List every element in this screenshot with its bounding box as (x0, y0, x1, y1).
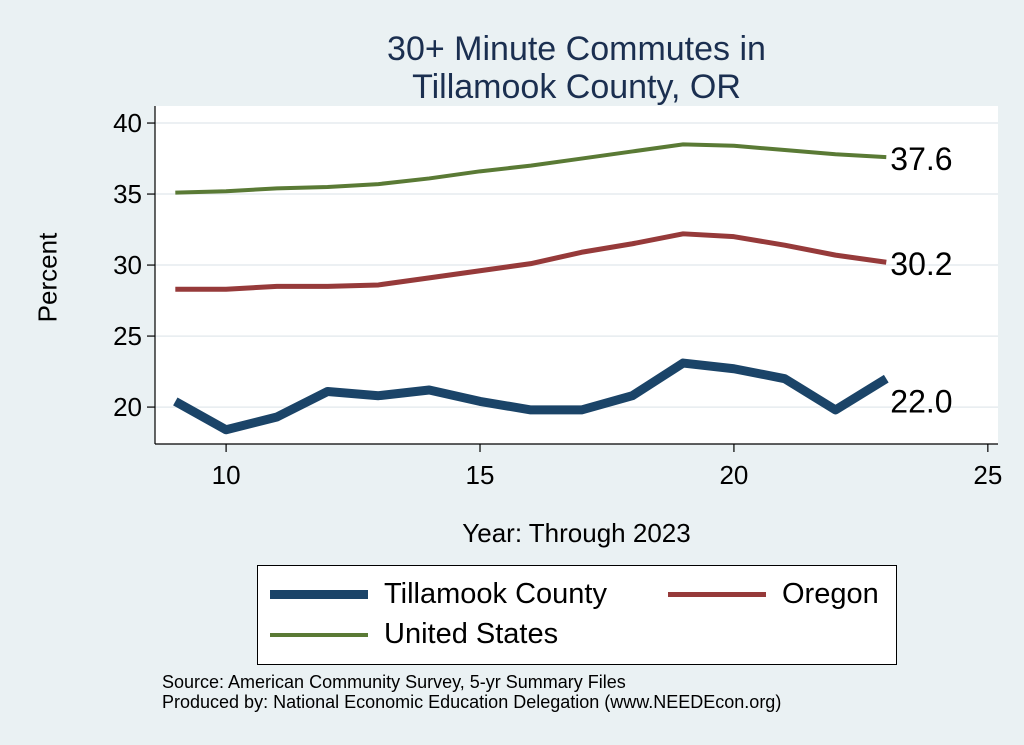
legend-label-oregon: Oregon (782, 578, 879, 610)
plot-area (155, 106, 998, 444)
end-label-united-states: 37.6 (890, 141, 952, 177)
legend-swatch-tillamook (270, 590, 368, 599)
source-line1: Source: American Community Survey, 5-yr … (162, 672, 626, 692)
y-tick-label-30: 30 (113, 250, 142, 280)
gridlines (155, 122, 998, 408)
source-line2: Produced by: National Economic Education… (162, 692, 782, 712)
chart-title-line1: 30+ Minute Commutes in (387, 30, 766, 68)
legend-swatch-us (270, 632, 368, 637)
y-tick-label-20: 20 (113, 392, 142, 422)
legend-item-tillamook: Tillamook County (270, 578, 607, 611)
y-tick-label-25: 25 (113, 321, 142, 351)
x-tick-label-20: 20 (719, 460, 748, 490)
x-axis-label: Year: Through 2023 (462, 518, 691, 548)
y-axis-label: Percent (32, 232, 63, 323)
series-line-united-states (175, 142, 887, 195)
source-note: Source: American Community Survey, 5-yr … (162, 672, 781, 712)
legend: Tillamook County Oregon United States (257, 565, 897, 665)
y-tick-label-35: 35 (113, 179, 142, 209)
y-tick-label-40: 40 (113, 108, 142, 138)
axes: 20 25 30 35 40 10 15 20 25 (113, 106, 1002, 490)
legend-label-tillamook: Tillamook County (384, 578, 607, 610)
x-tick-label-25: 25 (973, 460, 1002, 490)
series-lines (173, 142, 889, 435)
chart-title-line2: Tillamook County, OR (412, 68, 741, 106)
x-tick-label-15: 15 (466, 460, 495, 490)
legend-swatch-oregon (668, 592, 766, 597)
end-label-oregon: 30.2 (890, 246, 952, 282)
series-line-tillamook-county (173, 358, 889, 435)
legend-label-us: United States (384, 618, 559, 650)
series-line-oregon (175, 231, 887, 292)
legend-item-oregon: Oregon (668, 578, 879, 611)
end-labels: 22.0 30.2 37.6 (890, 141, 952, 420)
end-label-tillamook-county: 22.0 (890, 384, 952, 420)
x-tick-label-10: 10 (212, 460, 241, 490)
legend-item-us: United States (270, 618, 558, 651)
